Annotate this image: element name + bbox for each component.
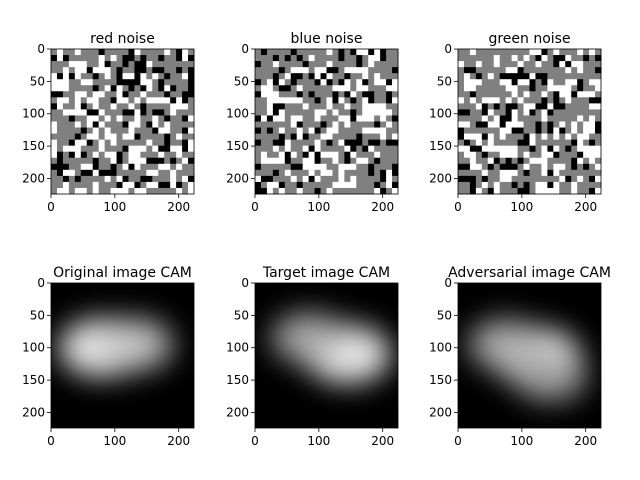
x-tick-label: 100 bbox=[103, 434, 126, 448]
x-tick-label: 100 bbox=[103, 200, 126, 214]
y-tick-label: 100 bbox=[429, 107, 452, 121]
x-tick-label: 100 bbox=[307, 200, 330, 214]
panel-1-frame bbox=[50, 48, 195, 195]
y-tick-label: 50 bbox=[234, 308, 249, 322]
x-tick-label: 0 bbox=[454, 434, 462, 448]
y-tick-label: 0 bbox=[37, 42, 45, 56]
y-tick-label: 50 bbox=[437, 74, 452, 88]
y-tick-label: 50 bbox=[30, 308, 45, 322]
x-tick-label: 200 bbox=[574, 200, 597, 214]
y-tick-label: 150 bbox=[226, 139, 249, 153]
y-tick-label: 200 bbox=[226, 405, 249, 419]
panel-3-image bbox=[458, 49, 602, 195]
y-tick-label: 150 bbox=[226, 373, 249, 387]
y-tick-label: 0 bbox=[241, 276, 249, 290]
y-tick-label: 150 bbox=[429, 373, 452, 387]
panel-6-image bbox=[458, 283, 601, 428]
panel-2-frame bbox=[254, 48, 399, 195]
panel-3: green noise 0 100 200 0 50 100 150 200 bbox=[429, 31, 602, 214]
y-tick-label: 100 bbox=[22, 107, 45, 121]
x-tick-label: 200 bbox=[371, 434, 394, 448]
cam-hotspot-2 bbox=[95, 318, 173, 371]
y-tick-label: 100 bbox=[226, 107, 249, 121]
y-tick-label: 0 bbox=[444, 276, 452, 290]
panel-4-image bbox=[51, 283, 194, 428]
y-tick-label: 100 bbox=[22, 341, 45, 355]
panel-1: red noise 0 100 200 0 50 100 150 200 bbox=[22, 31, 195, 214]
panel-4-title: Original image CAM bbox=[53, 265, 192, 281]
panel-2-image bbox=[255, 49, 399, 195]
y-tick-label: 50 bbox=[30, 74, 45, 88]
x-tick-label: 200 bbox=[371, 200, 394, 214]
panel-5: Target image CAM 0 100 200 0 50 100 150 200 bbox=[226, 265, 399, 448]
panel-5-frame bbox=[254, 282, 399, 429]
cam-hotspot-3 bbox=[514, 352, 588, 402]
y-tick-label: 150 bbox=[22, 139, 45, 153]
x-tick-label: 200 bbox=[574, 434, 597, 448]
cam-hotspot-2 bbox=[468, 319, 544, 370]
panel-2: blue noise 0 100 200 0 50 100 150 200 bbox=[226, 31, 399, 214]
panel-5-title: Target image CAM bbox=[262, 265, 390, 281]
panel-1-image bbox=[51, 49, 195, 195]
x-tick-label: 200 bbox=[167, 200, 190, 214]
x-tick-label: 100 bbox=[510, 200, 533, 214]
panel-3-frame bbox=[457, 48, 602, 195]
x-tick-label: 0 bbox=[251, 200, 259, 214]
panel-4: Original image CAM 0 100 200 0 50 100 150 200 bbox=[22, 265, 195, 448]
cam-hotspot-2 bbox=[271, 312, 348, 364]
x-tick-label: 0 bbox=[454, 200, 462, 214]
panel-3-title: green noise bbox=[488, 31, 570, 47]
x-tick-label: 200 bbox=[167, 434, 190, 448]
y-tick-label: 100 bbox=[226, 341, 249, 355]
y-tick-label: 50 bbox=[437, 308, 452, 322]
x-tick-label: 0 bbox=[47, 434, 55, 448]
x-tick-label: 100 bbox=[307, 434, 330, 448]
y-tick-label: 200 bbox=[22, 171, 45, 185]
x-tick-label: 100 bbox=[510, 434, 533, 448]
y-tick-label: 200 bbox=[429, 405, 452, 419]
panel-2-title: blue noise bbox=[291, 31, 363, 47]
y-tick-label: 0 bbox=[444, 42, 452, 56]
x-tick-label: 0 bbox=[251, 434, 259, 448]
y-tick-label: 200 bbox=[429, 171, 452, 185]
panel-6-title: Adversarial image CAM bbox=[448, 265, 611, 281]
y-tick-label: 100 bbox=[429, 341, 452, 355]
y-tick-label: 0 bbox=[37, 276, 45, 290]
y-tick-label: 200 bbox=[22, 405, 45, 419]
y-tick-label: 150 bbox=[429, 139, 452, 153]
panel-4-frame bbox=[50, 282, 195, 429]
y-tick-label: 200 bbox=[226, 171, 249, 185]
x-tick-label: 0 bbox=[47, 200, 55, 214]
y-tick-label: 0 bbox=[241, 42, 249, 56]
y-tick-label: 50 bbox=[234, 74, 249, 88]
panel-5-image bbox=[255, 283, 398, 428]
y-tick-label: 150 bbox=[22, 373, 45, 387]
panel-1-title: red noise bbox=[90, 31, 155, 47]
panel-6-frame bbox=[457, 282, 602, 429]
